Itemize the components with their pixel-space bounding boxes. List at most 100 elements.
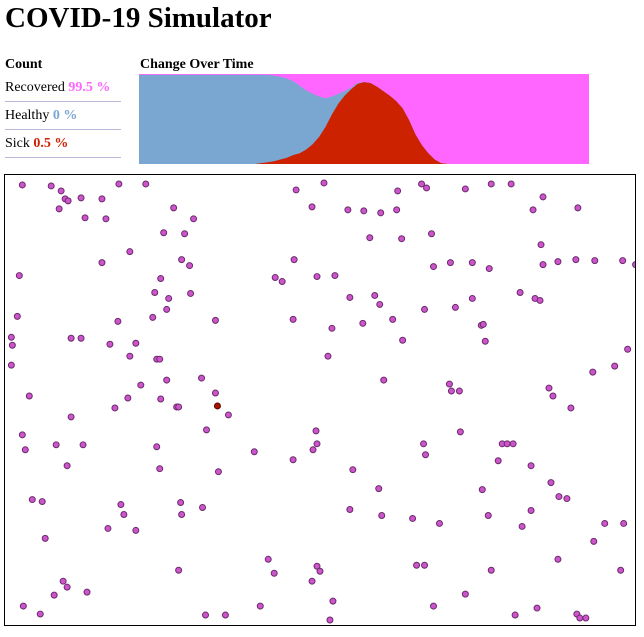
person-dot-recovered bbox=[494, 457, 502, 465]
person-dot-recovered bbox=[555, 493, 563, 501]
person-dot-recovered bbox=[576, 614, 584, 622]
person-dot-recovered bbox=[165, 294, 173, 302]
person-dot-recovered bbox=[163, 376, 171, 384]
person-dot-recovered bbox=[83, 588, 91, 596]
person-dot-recovered bbox=[117, 501, 125, 509]
person-dot-recovered bbox=[479, 320, 487, 328]
person-dot-recovered bbox=[418, 180, 426, 188]
person-dot-recovered bbox=[309, 446, 317, 454]
person-dot-recovered bbox=[120, 511, 128, 518]
person-dot-recovered bbox=[423, 184, 431, 192]
area-sick bbox=[139, 82, 589, 164]
person-dot-recovered bbox=[591, 257, 599, 265]
person-dot-recovered bbox=[380, 376, 388, 384]
person-dot-recovered bbox=[36, 610, 44, 618]
person-dot-recovered bbox=[371, 291, 379, 299]
person-dot-recovered bbox=[529, 206, 537, 214]
person-dot-recovered bbox=[554, 555, 562, 563]
person-dot-recovered bbox=[375, 485, 383, 493]
person-dot-recovered bbox=[527, 462, 535, 470]
person-dot-recovered bbox=[507, 180, 515, 188]
person-dot-recovered bbox=[484, 512, 492, 519]
person-dot-recovered bbox=[177, 499, 185, 507]
person-dot-recovered bbox=[518, 522, 526, 530]
person-dot-recovered bbox=[394, 187, 402, 195]
person-dot-recovered bbox=[624, 345, 632, 353]
person-dot-recovered bbox=[344, 206, 352, 214]
person-dot-recovered bbox=[57, 187, 65, 195]
person-dot-recovered bbox=[421, 561, 429, 569]
person-dot-recovered bbox=[67, 334, 75, 342]
count-label-sick: Sick bbox=[5, 136, 30, 151]
count-row-healthy: Healthy 0 % bbox=[5, 102, 121, 130]
person-dot-recovered bbox=[428, 230, 435, 238]
person-dot-recovered bbox=[572, 256, 580, 264]
person-dot-recovered bbox=[178, 256, 186, 264]
person-dot-recovered bbox=[389, 315, 397, 323]
person-dot-recovered bbox=[611, 362, 619, 370]
person-dot-recovered bbox=[601, 519, 609, 527]
person-dot-recovered bbox=[312, 427, 320, 435]
person-dot-recovered bbox=[21, 446, 29, 454]
person-dot-recovered bbox=[157, 275, 165, 283]
person-dot-recovered bbox=[271, 274, 279, 282]
count-value-healthy: 0 % bbox=[52, 108, 78, 123]
count-label-healthy: Healthy bbox=[5, 108, 50, 123]
person-dot-recovered bbox=[41, 534, 49, 542]
person-dot-recovered bbox=[468, 259, 476, 267]
person-dot-recovered bbox=[461, 590, 469, 598]
person-dot-recovered bbox=[142, 180, 150, 188]
person-dot-recovered bbox=[326, 616, 334, 624]
person-dot-recovered bbox=[289, 456, 297, 464]
person-dot-recovered bbox=[52, 441, 60, 449]
person-dot-recovered bbox=[67, 413, 75, 421]
person-dot-recovered bbox=[77, 334, 85, 342]
person-dot-recovered bbox=[8, 341, 16, 349]
change-over-time-chart bbox=[139, 74, 589, 164]
person-dot-recovered bbox=[137, 381, 145, 389]
person-dot-recovered bbox=[360, 207, 368, 215]
person-dot-recovered bbox=[132, 339, 140, 347]
person-dot-recovered bbox=[413, 561, 421, 569]
person-dot-recovered bbox=[77, 194, 85, 202]
person-dot-recovered bbox=[55, 205, 63, 213]
person-dot-recovered bbox=[175, 566, 183, 574]
person-dot-recovered bbox=[435, 519, 443, 527]
person-dot-recovered bbox=[7, 333, 15, 341]
count-label-recovered: Recovered bbox=[5, 80, 65, 95]
person-dot-recovered bbox=[211, 389, 219, 397]
person-dot-recovered bbox=[278, 278, 286, 286]
person-dot-recovered bbox=[18, 181, 26, 189]
person-dot-recovered bbox=[377, 209, 385, 217]
person-dot-recovered bbox=[617, 566, 625, 574]
person-dot-recovered bbox=[19, 602, 27, 610]
person-dot-recovered bbox=[98, 259, 106, 267]
person-dot-recovered bbox=[126, 248, 134, 256]
person-dot-recovered bbox=[503, 440, 511, 448]
person-dot-recovered bbox=[451, 303, 459, 311]
simulation-field[interactable] bbox=[4, 174, 636, 626]
person-dot-recovered bbox=[398, 235, 406, 243]
person-dot-sick bbox=[213, 402, 221, 410]
person-dot-recovered bbox=[214, 468, 222, 476]
person-dot-recovered bbox=[399, 336, 407, 344]
person-dot-recovered bbox=[63, 462, 71, 470]
person-dot-recovered bbox=[563, 495, 571, 503]
person-dot-recovered bbox=[170, 204, 178, 212]
person-dot-recovered bbox=[187, 289, 195, 297]
person-dot-recovered bbox=[124, 394, 132, 402]
person-dot-recovered bbox=[211, 316, 219, 324]
person-dot-recovered bbox=[549, 392, 557, 400]
person-dot-recovered bbox=[28, 496, 36, 504]
person-dot-recovered bbox=[539, 261, 547, 269]
person-dot-recovered bbox=[366, 234, 374, 242]
person-dot-recovered bbox=[126, 352, 134, 360]
person-dot-recovered bbox=[481, 337, 489, 345]
person-dot-recovered bbox=[313, 273, 321, 281]
person-dot-recovered bbox=[79, 441, 87, 449]
person-dot-recovered bbox=[203, 426, 210, 434]
person-dot-recovered bbox=[106, 340, 114, 348]
person-dot-recovered bbox=[478, 486, 486, 494]
person-dot-recovered bbox=[487, 180, 495, 188]
person-dot-recovered bbox=[47, 182, 55, 190]
